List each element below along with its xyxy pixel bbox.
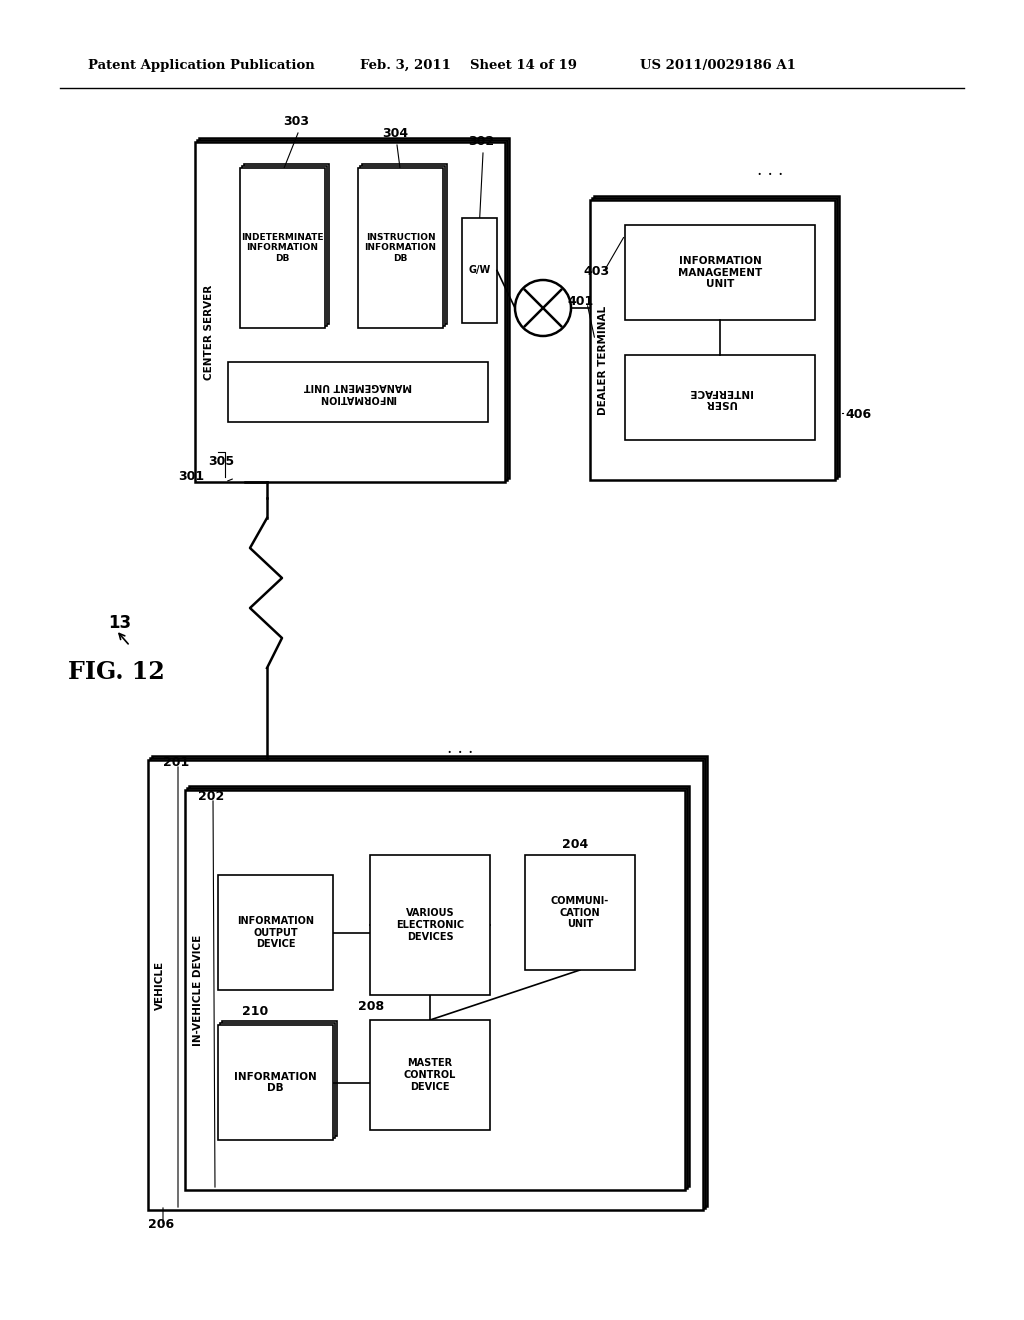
Text: 301: 301 [178,470,204,483]
Bar [594,195,839,477]
Text: . . .: . . . [446,741,473,756]
Bar [199,139,509,478]
Text: MASTER
CONTROL
DEVICE: MASTER CONTROL DEVICE [403,1059,456,1092]
Text: IN-VEHICLE DEVICE: IN-VEHICLE DEVICE [193,935,203,1045]
Bar [358,168,443,327]
Text: Feb. 3, 2011: Feb. 3, 2011 [360,59,451,73]
Text: DEALER TERMINAL: DEALER TERMINAL [598,305,608,414]
Bar [590,201,835,480]
Bar [218,1026,333,1140]
Bar [218,875,333,990]
Text: USER
INTERFACE: USER INTERFACE [688,387,752,408]
Bar [370,1020,490,1130]
Text: INFORMATION
OUTPUT
DEVICE: INFORMATION OUTPUT DEVICE [237,916,314,949]
Bar [148,760,703,1210]
Bar [150,758,705,1208]
Bar [360,166,445,326]
Text: 303: 303 [283,115,309,128]
Text: 201: 201 [163,756,189,770]
Text: 202: 202 [198,789,224,803]
Bar [185,789,685,1191]
Bar [197,140,507,480]
Text: COMMUNI-
CATION
UNIT: COMMUNI- CATION UNIT [551,896,609,929]
Bar [462,218,497,323]
Text: INFORMATION
MANAGEMENT
UNIT: INFORMATION MANAGEMENT UNIT [678,256,762,289]
Text: 208: 208 [358,1001,384,1012]
Text: VARIOUS
ELECTRONIC
DEVICES: VARIOUS ELECTRONIC DEVICES [396,908,464,941]
Text: 204: 204 [562,838,588,851]
Text: INSTRUCTION
INFORMATION
DB: INSTRUCTION INFORMATION DB [365,234,436,263]
Text: VEHICLE: VEHICLE [155,961,165,1010]
Text: 206: 206 [148,1218,174,1232]
Text: 305: 305 [208,455,234,469]
Text: INFORMATION
DB: INFORMATION DB [234,1072,316,1093]
Bar [152,756,707,1206]
Text: INFORMATION
MANAGEMENT UNIT: INFORMATION MANAGEMENT UNIT [304,381,412,403]
Bar [244,164,329,323]
Text: Sheet 14 of 19: Sheet 14 of 19 [470,59,577,73]
Text: CENTER SERVER: CENTER SERVER [204,284,214,380]
Text: . . .: . . . [757,162,783,180]
Text: G/W: G/W [468,265,490,276]
Text: 403: 403 [583,265,609,279]
Text: Patent Application Publication: Patent Application Publication [88,59,314,73]
Text: 304: 304 [382,127,409,140]
Text: FIG. 12: FIG. 12 [68,660,165,684]
Bar [242,166,327,326]
Text: INDETERMINATE
INFORMATION
DB: INDETERMINATE INFORMATION DB [242,234,324,263]
Bar [220,1023,335,1138]
Bar [625,224,815,319]
Bar [195,143,505,482]
Text: US 2011/0029186 A1: US 2011/0029186 A1 [640,59,796,73]
Bar [625,355,815,440]
Bar [592,198,837,478]
Bar [370,855,490,995]
Bar [222,1020,337,1137]
Text: 406: 406 [845,408,871,421]
Text: 401: 401 [567,294,593,308]
Bar [362,164,447,323]
Bar [525,855,635,970]
Bar [240,168,325,327]
Text: 210: 210 [242,1005,268,1018]
Bar [189,785,689,1185]
Bar [228,362,488,422]
Bar [187,788,687,1188]
Text: 302: 302 [468,135,495,148]
Text: 13: 13 [108,614,131,632]
